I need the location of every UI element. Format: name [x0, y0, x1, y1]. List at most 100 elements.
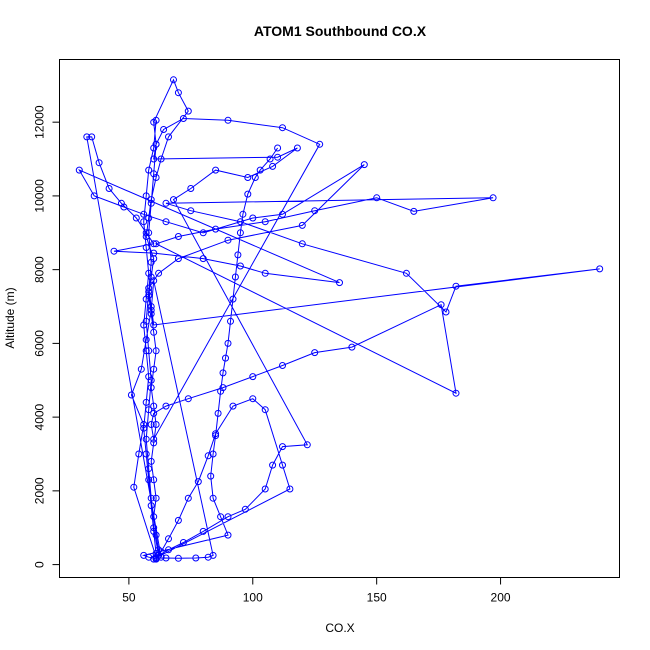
data-point — [229, 295, 237, 303]
data-point — [147, 196, 155, 204]
data-point — [83, 133, 91, 141]
data-point — [105, 185, 113, 192]
data-point — [199, 255, 207, 263]
data-point — [147, 376, 155, 384]
data-point — [142, 317, 150, 325]
data-point — [266, 155, 274, 163]
data-point — [145, 166, 153, 174]
data-point — [142, 398, 150, 406]
data-point — [217, 513, 225, 521]
data-point — [165, 535, 172, 543]
data-point — [442, 308, 450, 316]
data-point — [155, 269, 163, 277]
data-point — [142, 336, 150, 344]
data-point — [145, 465, 153, 473]
data-point — [150, 513, 158, 521]
data-point — [336, 279, 343, 287]
series-group — [75, 76, 604, 563]
data-point — [199, 527, 207, 535]
data-point — [165, 546, 172, 554]
data-point — [209, 551, 217, 559]
x-tick-label: 50 — [122, 591, 136, 605]
data-point — [293, 144, 301, 152]
y-tick-label: 8000 — [33, 256, 47, 283]
data-point — [217, 387, 225, 395]
x-tick-label: 150 — [367, 591, 387, 605]
data-point — [140, 210, 148, 218]
y-tick-label: 4000 — [33, 403, 47, 430]
data-point — [410, 207, 418, 215]
data-point — [192, 554, 200, 562]
data-point — [187, 207, 195, 215]
data-point — [212, 225, 220, 233]
data-point — [152, 240, 160, 248]
data-point — [140, 424, 148, 432]
data-point — [174, 89, 182, 97]
data-point — [162, 199, 170, 207]
data-point — [150, 328, 158, 336]
data-point — [147, 306, 155, 314]
y-tick-label: 6000 — [33, 330, 47, 357]
data-point — [142, 192, 150, 200]
data-point — [150, 321, 158, 329]
data-point — [452, 389, 460, 397]
data-point — [244, 190, 252, 198]
data-point — [165, 133, 172, 141]
data-point — [160, 126, 168, 133]
data-point — [147, 199, 155, 207]
data-point — [261, 485, 269, 493]
data-point — [140, 421, 148, 428]
data-point — [132, 214, 140, 222]
data-point — [251, 174, 259, 181]
data-point — [311, 349, 319, 357]
data-point — [402, 269, 410, 277]
data-point — [140, 551, 148, 559]
data-point — [150, 402, 158, 410]
data-point — [150, 524, 158, 532]
data-point — [209, 450, 217, 458]
data-point — [489, 194, 497, 202]
data-point — [236, 229, 244, 237]
data-point — [88, 133, 96, 141]
data-point — [150, 365, 158, 373]
data-point — [145, 347, 153, 355]
data-point — [212, 432, 220, 440]
data-point — [279, 461, 286, 469]
data-point — [150, 170, 158, 178]
data-point — [204, 452, 212, 460]
data-point — [150, 155, 158, 163]
data-point — [244, 174, 252, 181]
data-point — [269, 162, 277, 170]
data-point — [150, 277, 158, 285]
data-point — [207, 472, 215, 480]
data-point — [261, 269, 269, 277]
data-point — [145, 288, 153, 296]
data-point — [145, 476, 153, 484]
data-point — [373, 194, 381, 202]
data-point — [194, 478, 202, 486]
data-point — [316, 140, 324, 148]
data-point — [219, 384, 227, 392]
data-point — [452, 282, 460, 290]
data-point — [152, 421, 160, 428]
data-point — [229, 402, 237, 410]
data-point — [236, 262, 244, 270]
data-point — [152, 347, 160, 355]
data-point — [75, 166, 83, 174]
data-point — [145, 214, 153, 222]
data-point — [224, 116, 232, 124]
series-layer — [75, 76, 604, 563]
data-point — [142, 435, 150, 443]
data-point — [279, 210, 286, 218]
data-point — [249, 395, 257, 403]
data-point — [224, 531, 232, 539]
data-point — [184, 395, 192, 403]
data-point — [286, 485, 294, 493]
data-point — [130, 483, 138, 491]
data-point — [184, 107, 192, 115]
data-point — [150, 439, 158, 447]
y-axis: 0 2000 4000 6000 8000 10000 12000 — [33, 105, 60, 568]
data-point — [214, 409, 222, 417]
data-point — [147, 310, 155, 318]
